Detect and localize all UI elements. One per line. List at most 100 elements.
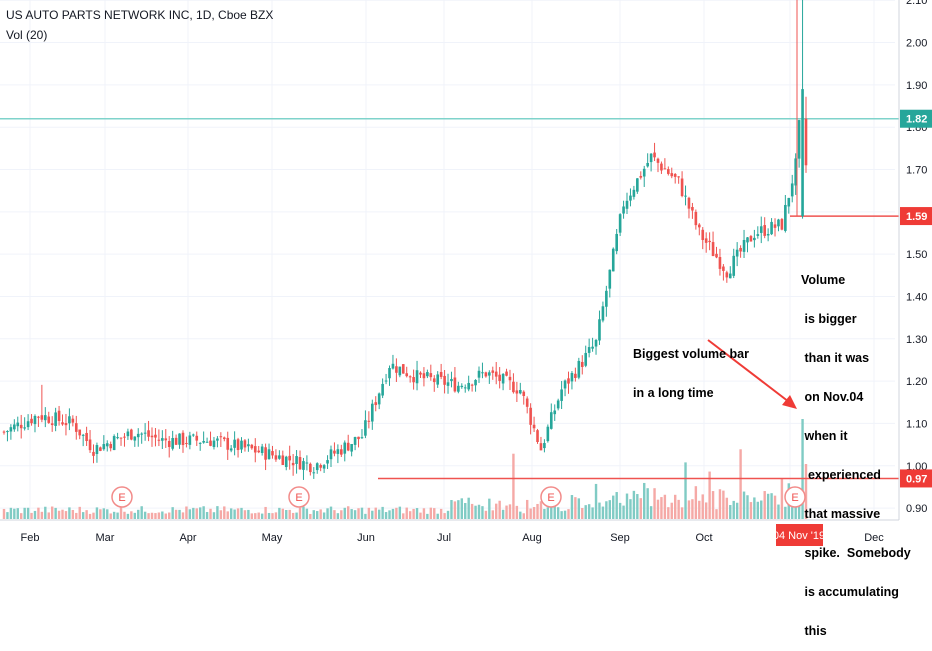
volume-bar <box>525 499 529 519</box>
candle-body <box>780 219 784 230</box>
volume-bar <box>164 513 167 519</box>
volume-bar <box>185 506 188 519</box>
volume-bar <box>126 513 130 519</box>
volume-bar <box>415 508 419 519</box>
volume-bar <box>223 506 226 519</box>
volume-bar <box>677 499 680 519</box>
candle-body <box>68 416 71 424</box>
candle-body <box>722 266 725 271</box>
candle-body <box>398 366 402 376</box>
candle-body <box>474 379 477 386</box>
volume-bar <box>649 506 653 519</box>
volume-bar <box>467 497 470 519</box>
candle-body <box>522 391 526 397</box>
volume-bar <box>553 504 556 519</box>
candle-body <box>19 424 23 429</box>
volume-bar <box>567 509 570 519</box>
candle-body <box>192 434 195 436</box>
candle-body <box>467 382 470 390</box>
candle-body <box>549 412 553 429</box>
price-tick-label: 1.30 <box>906 334 927 346</box>
candle-body <box>274 455 278 460</box>
candle-body <box>278 455 281 459</box>
volume-bar <box>377 509 381 519</box>
earnings-marker-label: E <box>118 492 125 504</box>
volume-bar <box>78 506 81 519</box>
volume-bar <box>460 498 463 519</box>
volume-bar <box>484 510 488 519</box>
month-tick-label: Jul <box>437 532 451 544</box>
candle-body <box>446 382 450 386</box>
candle-body <box>181 432 185 446</box>
candle-body <box>777 219 780 227</box>
volume-bar <box>92 512 95 519</box>
volume-bar <box>529 508 532 519</box>
candle-body <box>746 237 749 243</box>
candle-body <box>742 239 746 252</box>
candle-body <box>150 435 154 438</box>
price-chart[interactable]: EEEE0.901.001.101.201.301.401.501.601.70… <box>0 0 932 550</box>
candle-body <box>130 429 133 440</box>
volume-bar <box>33 510 37 519</box>
volume-bar <box>646 488 649 519</box>
candle-body <box>804 118 808 166</box>
month-tick-label: Jun <box>357 532 375 544</box>
volume-bar <box>481 506 484 519</box>
candle-body <box>298 457 302 470</box>
price-level-label: 1.59 <box>906 211 927 223</box>
candle-body <box>701 229 705 241</box>
candle-body <box>749 236 753 242</box>
candle-body <box>704 238 708 243</box>
candle-body <box>284 456 288 468</box>
volume-bar <box>54 507 57 519</box>
volume-bar <box>656 499 660 519</box>
candle-body <box>212 440 216 448</box>
volume-bar <box>587 504 591 519</box>
volume-bar <box>23 507 26 519</box>
candle-body <box>140 433 143 435</box>
volume-bar <box>357 508 360 519</box>
volume-bar <box>343 507 346 519</box>
volume-bar <box>44 506 47 519</box>
note-line: than it was <box>801 351 870 365</box>
candle-body <box>377 393 381 405</box>
volume-bar <box>288 509 291 519</box>
volume-bar <box>40 511 44 519</box>
candle-body <box>71 418 75 423</box>
candle-body <box>202 441 205 443</box>
candle-body <box>715 253 718 258</box>
candle-body <box>529 407 532 425</box>
volume-bar <box>519 511 522 519</box>
volume-bar <box>260 513 264 519</box>
candle-body <box>33 415 37 425</box>
volume-bar <box>608 500 612 519</box>
volume-bar <box>729 505 732 519</box>
candle-body <box>546 426 550 442</box>
candle-body <box>505 371 508 376</box>
volume-bar <box>226 511 229 519</box>
volume-bar <box>667 507 670 519</box>
candle-body <box>343 442 347 454</box>
volume-bar <box>147 513 150 519</box>
candle-body <box>773 224 777 228</box>
volume-bar <box>137 509 140 519</box>
candle-body <box>370 403 374 422</box>
volume-bar <box>181 512 185 519</box>
candle-body <box>143 432 147 434</box>
candle-body <box>47 416 51 423</box>
candle-body <box>591 346 594 349</box>
note-line: spike. Somebody <box>801 546 911 560</box>
candle-body <box>333 450 336 454</box>
candle-body <box>54 412 57 426</box>
volume-bar <box>322 512 326 519</box>
candle-body <box>233 439 236 448</box>
candle-body <box>236 439 240 451</box>
candle-body <box>636 178 639 192</box>
volume-bar <box>653 488 656 519</box>
volume-bar <box>546 507 550 519</box>
candle-body <box>260 446 264 454</box>
volume-bar <box>622 505 625 519</box>
volume-bars <box>2 419 808 519</box>
candle-body <box>556 400 560 409</box>
volume-bar <box>405 507 408 519</box>
